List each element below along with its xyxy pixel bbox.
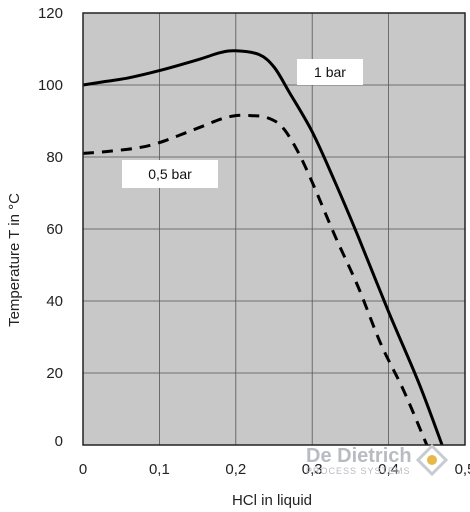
y-tick-label: 20 xyxy=(46,365,63,382)
series-group xyxy=(82,49,444,446)
x-tick-label: 0,3 xyxy=(302,461,323,478)
x-tick-label: 0,2 xyxy=(225,461,246,478)
watermark-diamond-icon xyxy=(415,443,449,477)
series-line-05bar xyxy=(82,113,429,446)
x-axis-title: HCl in liquid xyxy=(232,492,312,509)
series-label-1bar: 1 bar xyxy=(314,64,346,80)
watermark-logo: De Dietrich PROCESS SYSTEMS xyxy=(306,443,449,477)
y-tick-label: 100 xyxy=(38,77,63,94)
y-tick-label: 120 xyxy=(38,5,63,22)
watermark-name: De Dietrich xyxy=(306,445,412,467)
y-tick-label: 0 xyxy=(55,433,63,450)
series-label-05bar: 0,5 bar xyxy=(148,166,192,182)
tick-labels: 0 0,1 0,2 0,3 0,4 0,5 0 20 40 60 80 100 120 xyxy=(38,5,470,478)
y-tick-label: 40 xyxy=(46,293,63,310)
x-tick-label: 0 xyxy=(79,461,87,478)
plot-frame xyxy=(82,12,466,446)
watermark-subtitle: PROCESS SYSTEMS xyxy=(306,466,411,476)
series-label-05bar-box: 0,5 bar xyxy=(122,160,218,188)
y-axis-title: Temperature T in °C xyxy=(6,193,23,327)
x-tick-label: 0,1 xyxy=(149,461,170,478)
y-tick-label: 80 xyxy=(46,149,63,166)
x-tick-label: 0,4 xyxy=(378,461,399,478)
series-label-1bar-box: 1 bar xyxy=(297,59,363,85)
series-line-1bar xyxy=(82,49,444,446)
y-tick-label: 60 xyxy=(46,221,63,238)
x-tick-label: 0,5 xyxy=(455,461,470,478)
